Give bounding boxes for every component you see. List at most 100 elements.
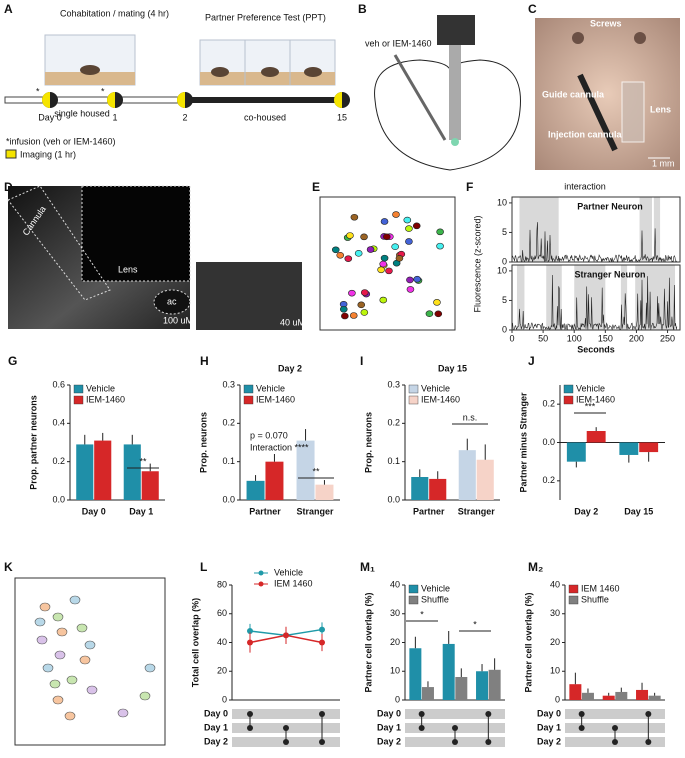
roi <box>406 286 415 293</box>
matrix-dot <box>645 711 652 717</box>
roi <box>436 228 444 236</box>
axis-title: Prop. neurons <box>363 412 373 473</box>
x-tick-label: Stranger <box>296 506 334 516</box>
legend-text: IEM-1460 <box>256 394 295 404</box>
chart: M₂ Partner cell overlap (%) 0 10 20 30 40 IEM 1… <box>523 560 665 747</box>
panel-label: M₁ <box>360 560 375 574</box>
roi <box>339 305 348 313</box>
bar <box>94 440 112 500</box>
x-tick-label: Day 1 <box>129 506 153 516</box>
legend-swatch <box>5 149 17 159</box>
roi <box>392 211 400 218</box>
roi <box>42 663 54 673</box>
matrix-row <box>405 709 505 719</box>
legend-text: Imaging (1 hr) <box>20 149 76 159</box>
roi <box>405 238 413 245</box>
roi <box>79 655 91 665</box>
legend-swatch <box>243 384 254 394</box>
bar <box>569 684 582 700</box>
bar <box>123 444 141 500</box>
y-tick-label: 0.2 <box>542 399 555 409</box>
roi <box>403 216 412 224</box>
panel-label: M₂ <box>528 560 543 574</box>
annotation: * <box>101 86 105 96</box>
mouse <box>261 67 279 77</box>
roi <box>433 299 441 306</box>
matrix-dot <box>319 711 325 717</box>
roi <box>412 222 421 230</box>
matrix-dot <box>283 739 289 745</box>
roi <box>357 301 366 309</box>
matrix-label: Day 0 <box>537 708 561 718</box>
y-tick-label: 0.0 <box>222 494 235 504</box>
bedding <box>45 72 135 85</box>
panel-e: E <box>312 180 456 331</box>
roi <box>54 650 66 660</box>
roi <box>350 213 359 221</box>
panel-label: K <box>4 560 13 574</box>
y-tick-label: 0 <box>222 694 227 704</box>
legend-swatch <box>258 581 264 587</box>
annotation: ** <box>139 456 147 466</box>
legend-swatch <box>408 395 419 405</box>
roi <box>52 695 64 705</box>
panel-f: F interaction Fluorescence (z-scored) Se… <box>466 180 681 354</box>
y-tick-label: 0.0 <box>387 494 400 504</box>
bar <box>648 695 661 700</box>
legend-swatch <box>408 595 419 605</box>
matrix-dot <box>452 725 458 731</box>
annotation: * <box>473 619 477 629</box>
legend-text: IEM 1460 <box>274 578 313 588</box>
axis-title: Prop. neurons <box>198 412 208 473</box>
roi <box>434 310 443 318</box>
matrix-dot <box>578 725 585 731</box>
y-tick-label: 0.3 <box>387 379 400 389</box>
roi <box>39 602 51 612</box>
matrix-dot <box>283 725 289 731</box>
bar <box>639 442 659 453</box>
bar <box>615 691 628 700</box>
y-tick-label: 10 <box>390 666 400 676</box>
legend-swatch <box>258 570 264 576</box>
y-tick-label: 0.0 <box>52 494 65 504</box>
roi <box>76 623 88 633</box>
y-tick-label: 20 <box>390 637 400 647</box>
y-tick-label: 20 <box>550 637 560 647</box>
chart: H Day 2 Prop. neurons 0.0 0.1 0.2 0.3 Partner St… <box>198 354 340 516</box>
chart: M₁ Partner cell overlap (%) 0 10 20 30 40 Vehic… <box>360 560 505 747</box>
annotation: Lens <box>650 104 671 114</box>
x-tick-label: Stranger <box>458 506 496 516</box>
matrix-dot <box>452 739 458 745</box>
legend-text: IEM 1460 <box>581 583 620 593</box>
annotation: Partner Preference Test (PPT) <box>205 12 326 22</box>
scale-label: 100 uM <box>163 315 193 325</box>
bedding <box>200 72 335 85</box>
bar <box>141 471 159 500</box>
y-tick-label: 0.1 <box>387 456 400 466</box>
annotation: co-housed <box>244 112 286 122</box>
chart: I Day 15 Prop. neurons 0.0 0.1 0.2 0.3 Partner S… <box>360 354 500 516</box>
screw <box>572 32 584 44</box>
bar <box>586 431 606 443</box>
matrix-dot <box>247 711 253 717</box>
roi <box>144 663 156 673</box>
roi <box>377 266 385 274</box>
y-tick-label: 30 <box>390 608 400 618</box>
y-tick-label: 0.6 <box>52 379 65 389</box>
bar <box>476 459 494 500</box>
roi <box>49 679 61 689</box>
legend-text: IEM-1460 <box>86 394 125 404</box>
lens-region <box>81 185 191 282</box>
legend-swatch <box>408 584 419 594</box>
matrix-dot <box>485 739 492 745</box>
panel-k: K <box>4 560 166 746</box>
trace <box>511 274 678 331</box>
matrix-label: Day 0 <box>204 708 228 718</box>
legend-text: IEM-1460 <box>421 394 460 404</box>
x-tick-label: 250 <box>660 333 675 343</box>
matrix-dot <box>319 739 325 745</box>
point <box>247 639 253 646</box>
roi <box>382 233 391 241</box>
axis-title: Partner cell overlap (%) <box>523 592 533 692</box>
x-tick-label: 50 <box>538 333 548 343</box>
